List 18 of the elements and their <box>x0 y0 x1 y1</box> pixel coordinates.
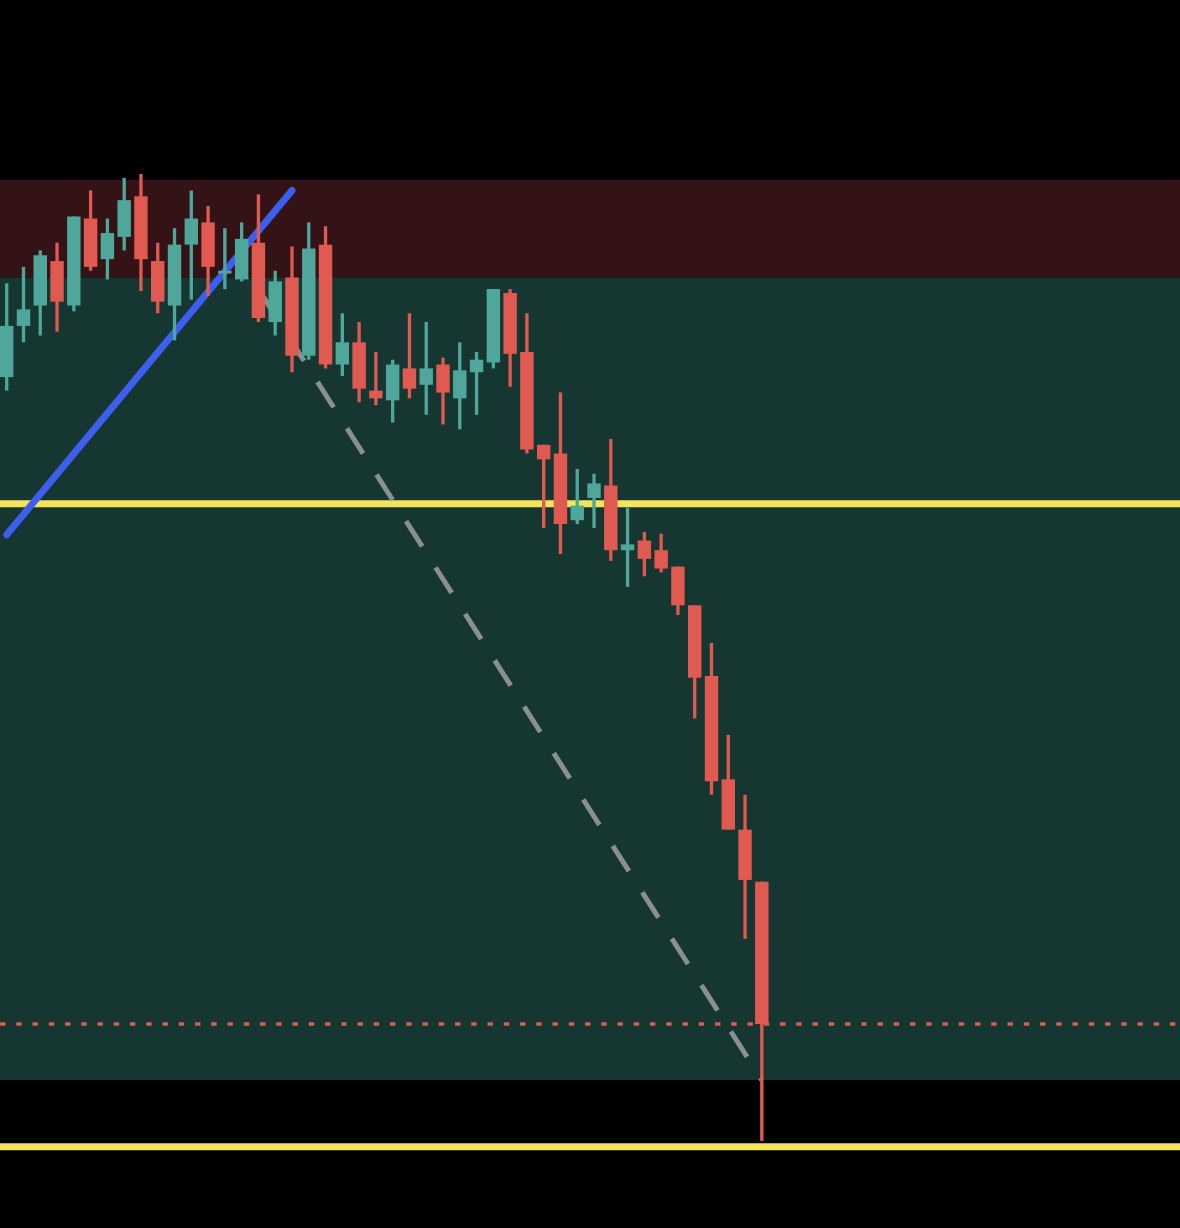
candlestick <box>50 241 64 334</box>
candlestick <box>335 311 350 378</box>
candlestick <box>453 340 467 431</box>
candlestick <box>268 269 282 338</box>
candlestick <box>469 350 484 417</box>
candlestick <box>620 505 635 589</box>
candlestick <box>436 356 450 427</box>
candlestick <box>419 320 433 417</box>
candlestick <box>385 358 400 425</box>
candlestick <box>184 188 199 302</box>
candlestick <box>16 265 31 344</box>
candlestick <box>151 241 165 315</box>
candlestick <box>570 467 584 526</box>
candlestick <box>587 472 601 530</box>
candlestick <box>402 311 417 401</box>
candlestick <box>352 320 366 404</box>
candlestick <box>201 204 215 298</box>
candlestick <box>369 350 383 407</box>
